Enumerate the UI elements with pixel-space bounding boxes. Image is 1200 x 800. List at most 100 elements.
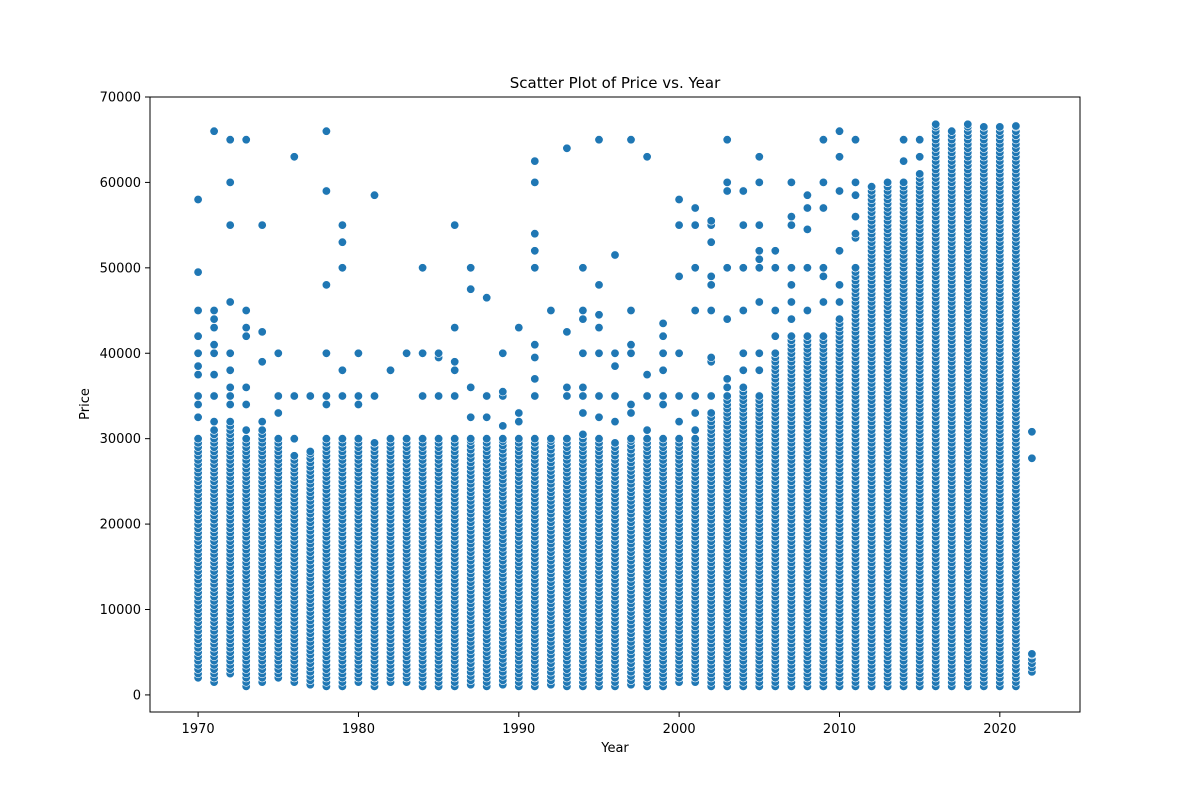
- y-tick-label: 30000: [100, 432, 141, 447]
- scatter-point: [466, 434, 476, 444]
- scatter-point: [530, 246, 540, 256]
- scatter-point: [305, 391, 315, 401]
- scatter-point: [850, 177, 860, 187]
- scatter-point: [209, 314, 219, 324]
- scatter-point: [209, 348, 219, 358]
- scatter-point: [193, 348, 203, 358]
- x-axis-label: Year: [600, 741, 629, 756]
- scatter-point: [530, 374, 540, 384]
- scatter-point: [530, 177, 540, 187]
- scatter-point: [402, 348, 412, 358]
- scatter-point: [209, 370, 219, 380]
- scatter-point: [610, 417, 620, 427]
- scatter-point: [257, 327, 267, 337]
- scatter-point: [786, 297, 796, 307]
- scatter-point: [658, 399, 668, 409]
- scatter-point: [594, 135, 604, 145]
- scatter-point: [225, 417, 235, 427]
- scatter-point: [818, 331, 828, 341]
- scatter-point: [850, 212, 860, 222]
- scatter-point: [193, 412, 203, 422]
- points-layer: [193, 119, 1037, 691]
- scatter-point: [722, 382, 732, 392]
- scatter-point: [690, 425, 700, 435]
- scatter-point: [450, 365, 460, 375]
- y-tick-label: 50000: [100, 261, 141, 276]
- scatter-point: [786, 331, 796, 341]
- scatter-point: [674, 417, 684, 427]
- scatter-point: [610, 361, 620, 371]
- scatter-point: [850, 135, 860, 145]
- scatter-point: [674, 195, 684, 205]
- scatter-point: [738, 305, 748, 315]
- scatter-point: [353, 434, 363, 444]
- scatter-point: [578, 391, 588, 401]
- scatter-point: [674, 434, 684, 444]
- scatter-point: [722, 391, 732, 401]
- scatter-point: [674, 271, 684, 281]
- scatter-point: [818, 297, 828, 307]
- scatter-point: [594, 412, 604, 422]
- scatter-point: [225, 177, 235, 187]
- scatter-point: [770, 246, 780, 256]
- scatter-point: [578, 314, 588, 324]
- scatter-point: [289, 391, 299, 401]
- scatter-point: [626, 348, 636, 358]
- scatter-point: [658, 434, 668, 444]
- scatter-point: [690, 434, 700, 444]
- scatter-point: [947, 126, 957, 136]
- scatter-point: [754, 177, 764, 187]
- scatter-point: [257, 357, 267, 367]
- scatter-point: [1027, 453, 1037, 463]
- scatter-point: [786, 280, 796, 290]
- scatter-point: [658, 365, 668, 375]
- scatter-point: [257, 417, 267, 427]
- scatter-point: [578, 305, 588, 315]
- scatter-point: [963, 119, 973, 129]
- scatter-point: [658, 331, 668, 341]
- scatter-point: [690, 305, 700, 315]
- scatter-point: [818, 263, 828, 273]
- scatter-point: [786, 212, 796, 222]
- scatter-point: [754, 246, 764, 256]
- scatter-point: [241, 425, 251, 435]
- scatter-point: [562, 327, 572, 337]
- scatter-point: [369, 190, 379, 200]
- scatter-point: [722, 374, 732, 384]
- x-tick-label: 1990: [502, 722, 535, 737]
- scatter-point: [369, 438, 379, 448]
- scatter-point: [690, 263, 700, 273]
- scatter-point: [434, 434, 444, 444]
- scatter-point: [706, 408, 716, 418]
- scatter-point: [241, 305, 251, 315]
- scatter-point: [754, 263, 764, 273]
- scatter-point: [818, 203, 828, 213]
- scatter-point: [802, 263, 812, 273]
- scatter-point: [754, 297, 764, 307]
- scatter-point: [834, 246, 844, 256]
- scatter-point: [658, 318, 668, 328]
- scatter-point: [546, 305, 556, 315]
- scatter-point: [273, 408, 283, 418]
- scatter-point: [209, 391, 219, 401]
- scatter-point: [273, 348, 283, 358]
- scatter-point: [578, 408, 588, 418]
- scatter-point: [867, 182, 877, 192]
- scatter-point: [754, 348, 764, 358]
- scatter-point: [241, 331, 251, 341]
- scatter-point: [530, 229, 540, 239]
- scatter-point: [482, 434, 492, 444]
- x-tick-label: 1980: [342, 722, 375, 737]
- scatter-point: [578, 263, 588, 273]
- scatter-point: [642, 370, 652, 380]
- scatter-point: [834, 152, 844, 162]
- scatter-point: [594, 391, 604, 401]
- scatter-point: [418, 391, 428, 401]
- scatter-point: [802, 224, 812, 234]
- scatter-point: [690, 391, 700, 401]
- scatter-point: [786, 263, 796, 273]
- scatter-point: [738, 220, 748, 230]
- y-tick-label: 10000: [100, 603, 141, 618]
- scatter-point: [450, 220, 460, 230]
